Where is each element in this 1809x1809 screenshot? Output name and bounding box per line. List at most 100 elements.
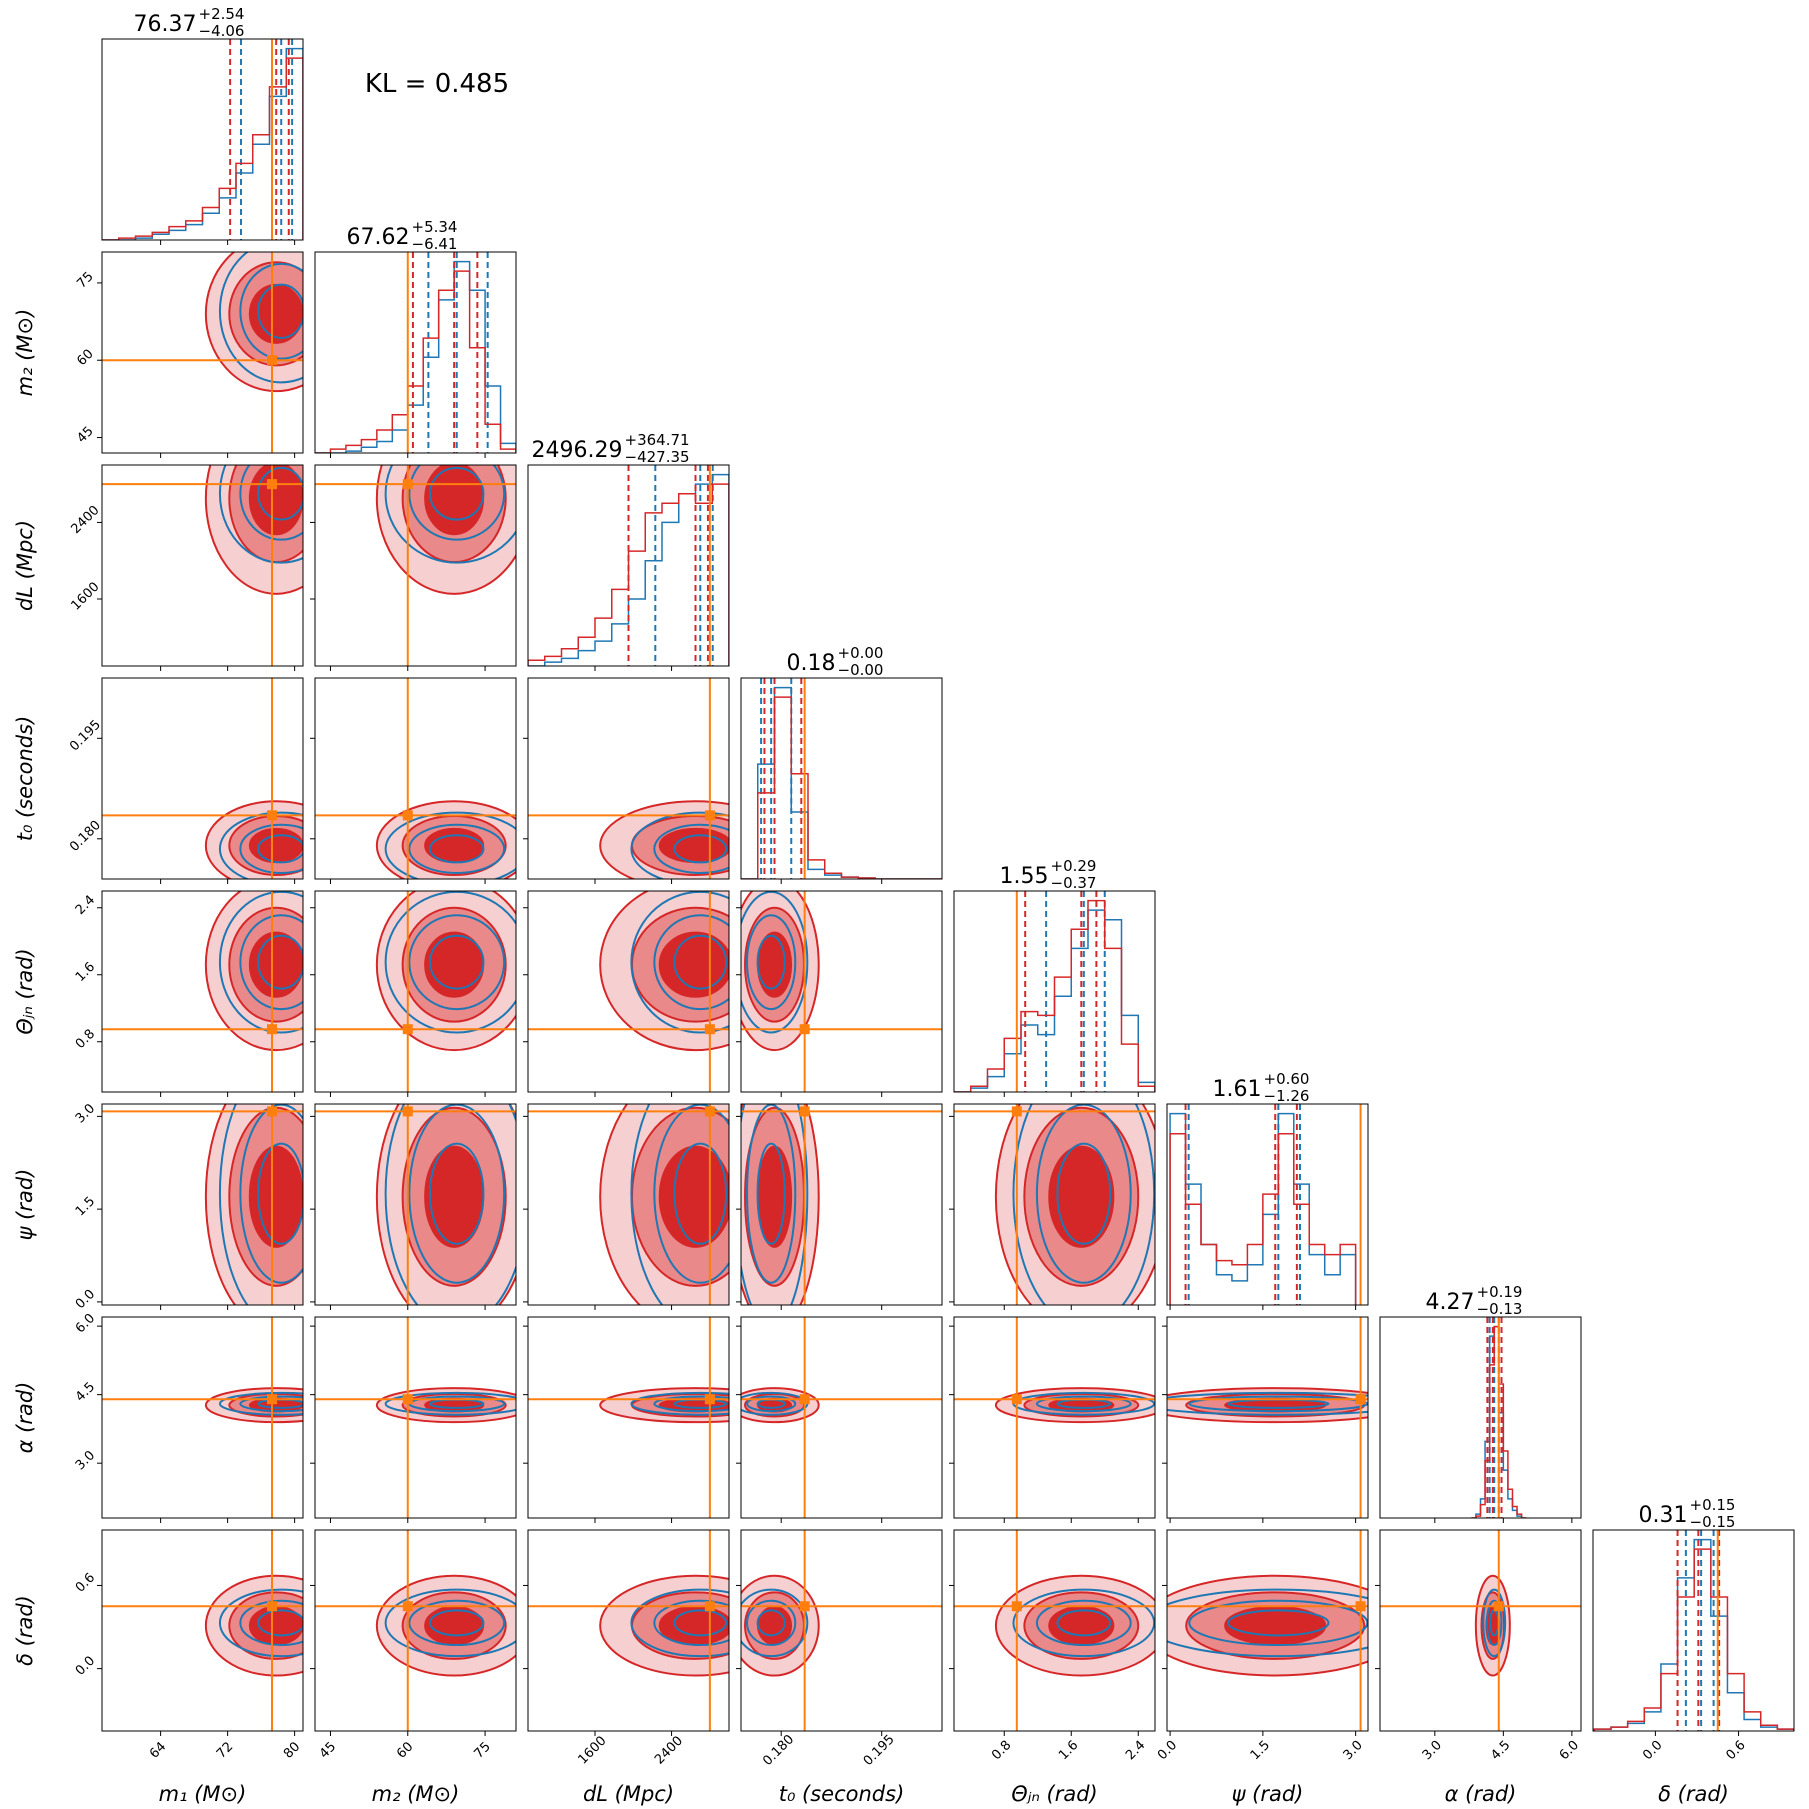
panel-plot bbox=[102, 1317, 303, 1518]
panel-plot bbox=[315, 252, 516, 453]
histogram bbox=[1169, 1132, 1357, 1305]
panel bbox=[527, 464, 730, 671]
truth-marker bbox=[799, 1601, 810, 1612]
truth-marker bbox=[704, 1024, 715, 1035]
panel-frame bbox=[314, 1316, 517, 1519]
title-median: 0.31 bbox=[1639, 1503, 1688, 1528]
title-median: 1.55 bbox=[1000, 864, 1049, 889]
x-tick-label: 0.180 bbox=[760, 1732, 797, 1769]
truth-marker bbox=[1493, 1601, 1504, 1612]
truth-marker bbox=[704, 1601, 715, 1612]
title-median: 1.61 bbox=[1213, 1077, 1262, 1102]
truth-marker bbox=[704, 810, 715, 821]
title-upper: +0.29 bbox=[1051, 857, 1097, 875]
title-median: 76.37 bbox=[134, 12, 197, 37]
title-upper: +0.15 bbox=[1690, 1496, 1736, 1514]
contour bbox=[630, 891, 729, 1034]
y-tick-label: 2400 bbox=[69, 503, 103, 537]
contour bbox=[630, 811, 729, 879]
contour bbox=[429, 1142, 485, 1245]
contour bbox=[218, 252, 303, 384]
y-tick-label: 6.0 bbox=[73, 1311, 98, 1336]
panel bbox=[310, 1316, 517, 1523]
panel-frame bbox=[740, 1103, 943, 1306]
panel-plot bbox=[741, 1104, 942, 1305]
contour bbox=[239, 262, 303, 360]
panel-plot bbox=[315, 1104, 516, 1305]
panel-frame bbox=[953, 1103, 1156, 1306]
y-tick-label: 4.5 bbox=[73, 1380, 98, 1405]
contour bbox=[741, 891, 809, 1034]
contour bbox=[239, 1599, 303, 1647]
panel: 0.0 0.6 64 72 80 bbox=[73, 1529, 304, 1762]
truth-marker bbox=[267, 1394, 278, 1405]
panel-plot bbox=[741, 1317, 942, 1518]
contour bbox=[653, 823, 729, 874]
contour bbox=[1482, 1588, 1507, 1658]
panel-frame bbox=[314, 890, 517, 1093]
panel: 1600 2400 bbox=[523, 1529, 730, 1768]
y-tick-label: 1600 bbox=[69, 580, 103, 614]
panel-plot bbox=[315, 891, 516, 1092]
x-axis-label: m₂ (M⊙) bbox=[372, 1782, 460, 1806]
panel bbox=[953, 890, 1156, 1097]
panel-plot bbox=[102, 1530, 303, 1731]
contour bbox=[746, 1104, 797, 1284]
panel: 45 60 75 bbox=[74, 251, 304, 458]
panel-plot bbox=[102, 1104, 303, 1305]
y-tick-label: 0.0 bbox=[73, 1654, 98, 1679]
panel bbox=[736, 1316, 943, 1523]
y-tick-label: 45 bbox=[74, 424, 96, 446]
y-tick-label: 1.6 bbox=[73, 960, 98, 985]
contour bbox=[653, 914, 729, 1011]
panel-frame bbox=[101, 251, 304, 454]
x-tick-label: 6.0 bbox=[1557, 1738, 1582, 1763]
title-lower: −0.13 bbox=[1477, 1300, 1523, 1318]
y-tick-label: 3.0 bbox=[73, 1448, 98, 1473]
y-tick-label: 0.195 bbox=[67, 717, 104, 754]
truth-marker bbox=[1011, 1394, 1022, 1405]
truth-marker bbox=[1355, 1394, 1366, 1405]
panel-frame bbox=[953, 1529, 1156, 1732]
x-tick-label: 0.8 bbox=[989, 1738, 1014, 1763]
y-axis-label: ψ (rad) bbox=[13, 1169, 37, 1241]
panel bbox=[101, 38, 304, 245]
panel-frame bbox=[314, 1103, 517, 1306]
contour bbox=[1012, 1104, 1155, 1305]
contour bbox=[756, 1609, 786, 1637]
panel: 0.0 0.6 bbox=[1592, 1529, 1795, 1763]
x-tick-label: 2.4 bbox=[1123, 1738, 1148, 1763]
contour bbox=[746, 1395, 797, 1413]
contour bbox=[756, 1142, 786, 1245]
y-tick-label: 75 bbox=[74, 269, 96, 291]
panel-frame bbox=[953, 1316, 1156, 1519]
title-upper: +364.71 bbox=[625, 431, 690, 449]
panel bbox=[310, 890, 517, 1097]
y-axis-label: m₂ (M⊙) bbox=[13, 309, 37, 397]
contour bbox=[746, 1599, 797, 1647]
contour bbox=[218, 465, 303, 564]
contour bbox=[1167, 1588, 1368, 1658]
panel-plot bbox=[1380, 1530, 1581, 1731]
panel-frame bbox=[101, 1103, 304, 1306]
y-tick-label: 60 bbox=[74, 347, 96, 369]
contour bbox=[429, 1609, 485, 1637]
truth-marker bbox=[402, 1106, 413, 1117]
panel-plot bbox=[528, 1317, 729, 1518]
contour bbox=[673, 834, 728, 864]
panel bbox=[523, 677, 730, 884]
contour bbox=[384, 1391, 516, 1416]
panel-frame bbox=[740, 1316, 943, 1519]
contour bbox=[239, 1395, 303, 1413]
contour bbox=[1035, 1395, 1132, 1413]
truth-marker bbox=[704, 1106, 715, 1117]
contour bbox=[218, 1391, 303, 1416]
title-median: 67.62 bbox=[347, 225, 410, 250]
contour bbox=[1227, 1609, 1330, 1637]
panel-plot bbox=[102, 678, 303, 879]
panel-frame bbox=[101, 677, 304, 880]
panel-plot bbox=[1169, 1104, 1362, 1305]
y-axis-label: Θⱼₙ (rad) bbox=[13, 948, 37, 1034]
panel-frame bbox=[527, 890, 730, 1093]
